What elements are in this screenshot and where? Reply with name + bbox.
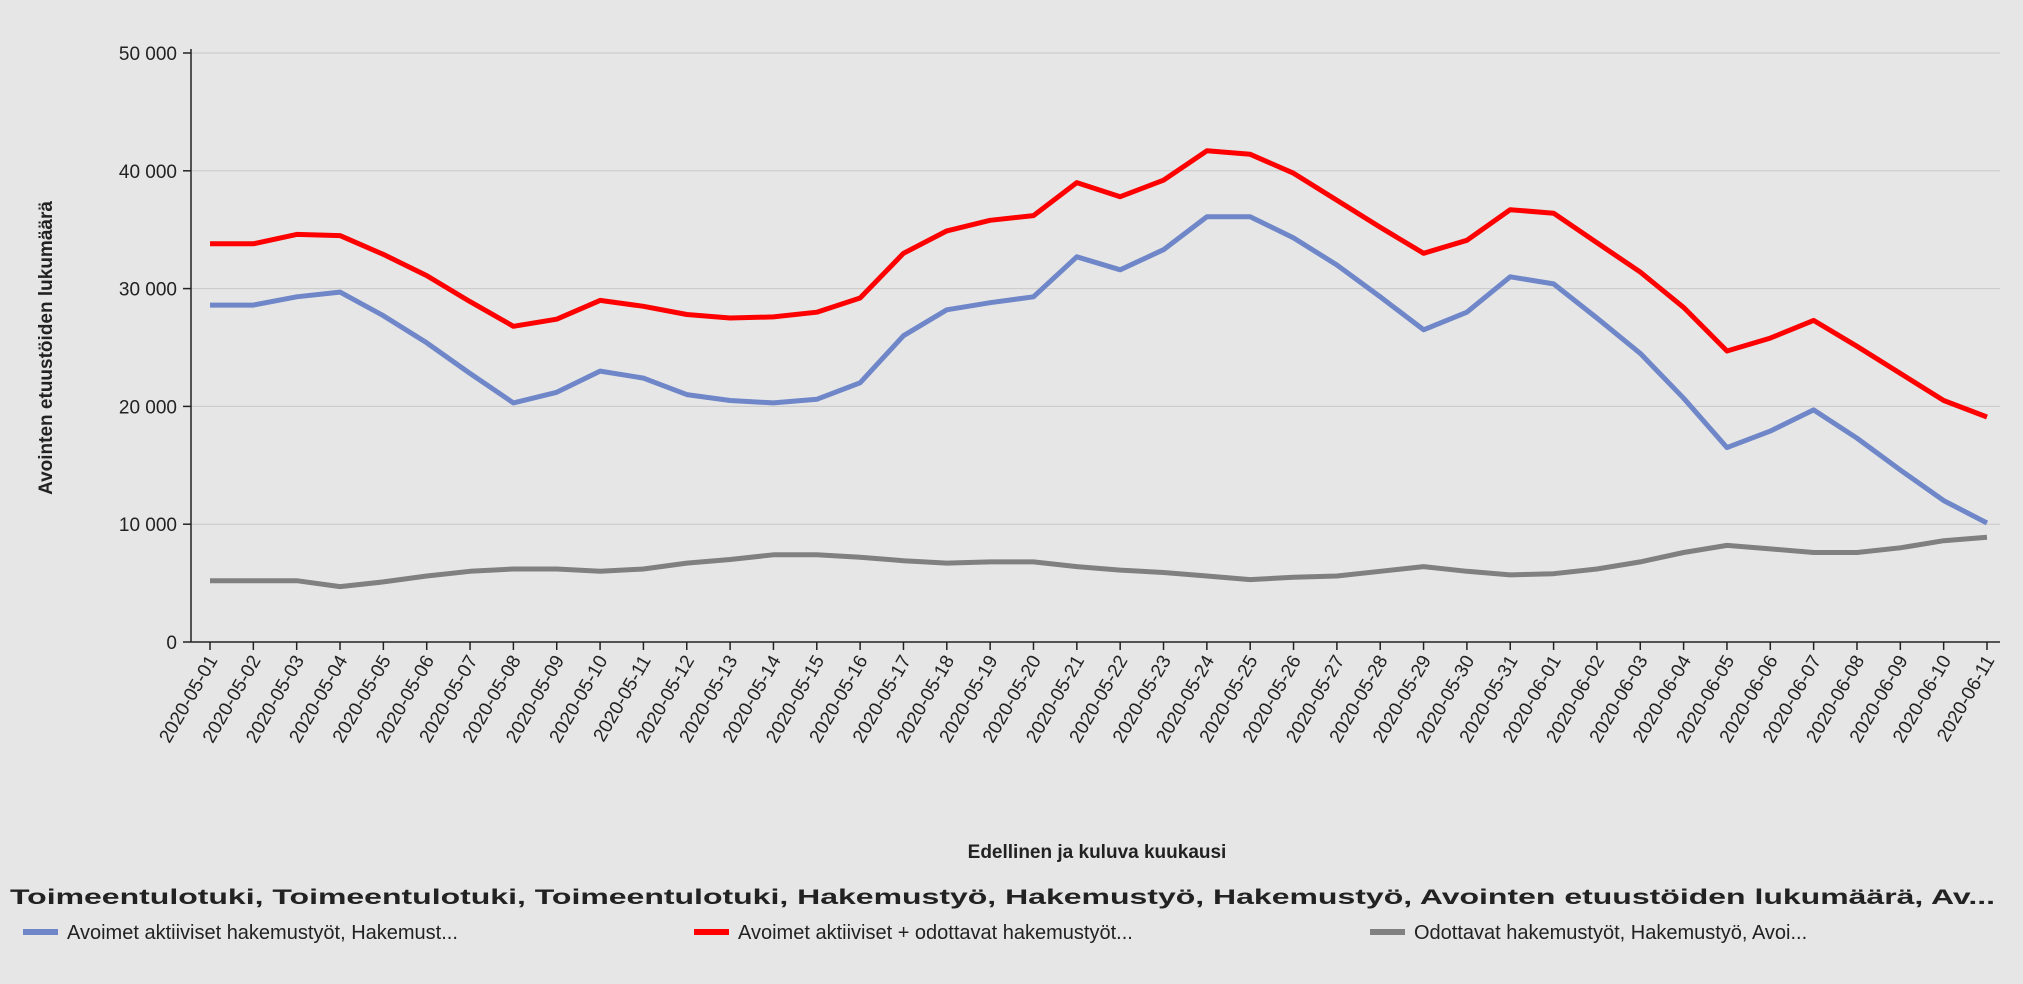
- y-tick-label: 50 000: [119, 44, 177, 65]
- y-tick-label: 30 000: [119, 280, 177, 301]
- y-tick-label: 10 000: [119, 515, 177, 536]
- y-axis-label: Avointen etuustöiden lukumäärä: [36, 201, 57, 495]
- y-tick-label: 20 000: [119, 397, 177, 418]
- legend-label: Avoimet aktiiviset hakemustyöt, Hakemust…: [67, 922, 458, 944]
- legend-label: Avoimet aktiiviset + odottavat hakemusty…: [738, 922, 1133, 944]
- x-axis-label: Edellinen ja kuluva kuukausi: [968, 842, 1227, 863]
- series-line: [210, 534, 1988, 590]
- series-line: [210, 214, 1989, 526]
- series-line: [210, 148, 1988, 420]
- legend-label: Odottavat hakemustyöt, Hakemustyö, Avoi.…: [1414, 922, 1807, 944]
- legend-title: Toimeentulotuki, Toimeentulotuki, Toimee…: [10, 886, 1995, 909]
- y-tick-label: 0: [166, 633, 177, 654]
- y-tick-label: 40 000: [119, 162, 177, 183]
